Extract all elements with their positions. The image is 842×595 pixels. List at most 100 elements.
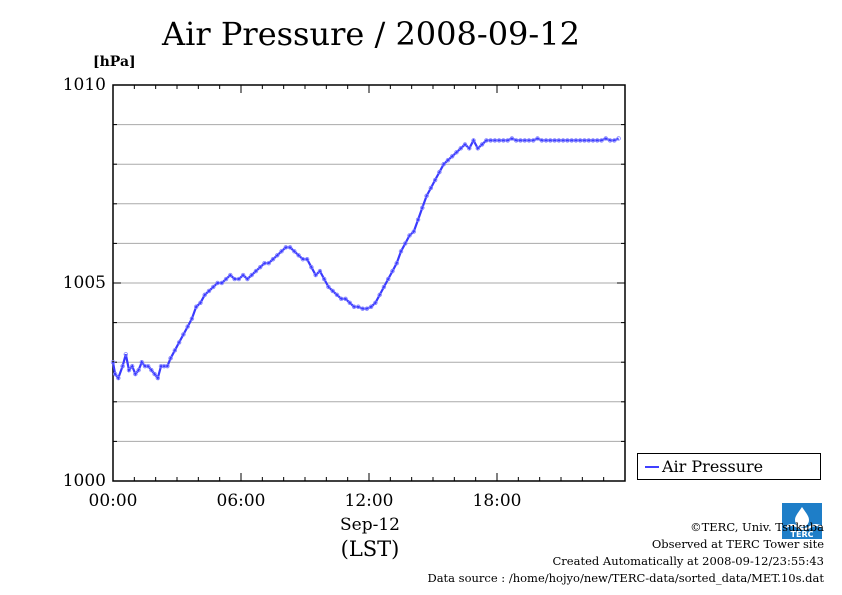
data-point	[573, 138, 579, 143]
legend: Air Pressure	[637, 453, 821, 480]
data-point	[543, 138, 549, 143]
data-point	[112, 371, 118, 377]
data-point	[287, 245, 293, 250]
data-point	[424, 193, 429, 199]
legend-swatch	[645, 466, 659, 468]
data-point	[339, 296, 344, 302]
legend-entry-air-pressure: Air Pressure	[662, 457, 764, 476]
data-point	[136, 367, 141, 373]
data-point	[110, 360, 116, 365]
data-point	[223, 276, 229, 282]
data-point	[381, 284, 387, 290]
data-point	[526, 138, 532, 143]
data-point	[356, 304, 361, 309]
data-point	[283, 245, 288, 250]
data-point	[215, 280, 220, 286]
data-point	[505, 138, 510, 143]
data-point	[193, 304, 199, 309]
data-point	[133, 371, 138, 377]
observed-site-text: Observed at TERC Tower site	[651, 537, 824, 551]
data-point	[155, 375, 160, 381]
data-point	[232, 276, 237, 282]
data-point	[202, 292, 207, 298]
data-point	[313, 272, 318, 278]
data-point	[161, 363, 167, 369]
data-point	[398, 249, 404, 254]
y-tick-label-1000: 1000	[62, 471, 106, 491]
data-point	[364, 306, 370, 311]
x-tick-label-1200: 12:00	[344, 491, 394, 511]
data-point	[509, 136, 515, 141]
data-point	[249, 272, 254, 278]
data-point	[501, 138, 506, 143]
data-point	[165, 363, 170, 369]
data-point	[467, 146, 472, 151]
data-point	[535, 136, 540, 141]
data-point	[475, 146, 480, 151]
plot-frame	[112, 84, 626, 482]
data-point	[228, 272, 233, 278]
data-point	[531, 138, 536, 143]
data-point	[552, 138, 557, 143]
data-point	[411, 229, 416, 234]
data-point	[454, 150, 459, 155]
data-point	[432, 177, 438, 183]
data-point	[275, 253, 280, 258]
data-point	[317, 268, 323, 274]
data-point	[145, 363, 151, 369]
copyright-text: ©TERC, Univ. Tsukuba	[690, 520, 824, 534]
data-point	[189, 316, 195, 321]
data-point	[120, 363, 125, 369]
data-point	[168, 356, 173, 361]
data-point	[176, 340, 182, 345]
data-point	[428, 185, 434, 191]
data-point	[258, 264, 263, 270]
x-tick-label-0000: 00:00	[88, 491, 138, 511]
data-point	[304, 257, 310, 262]
data-point	[488, 138, 493, 143]
data-point	[407, 233, 412, 238]
data-point	[492, 138, 498, 143]
data-point	[590, 138, 596, 143]
data-point	[253, 268, 259, 274]
data-point	[149, 367, 154, 373]
data-point	[211, 284, 216, 290]
chart-title: Air Pressure / 2008-09-12	[162, 15, 580, 53]
data-point	[347, 300, 352, 305]
logo-text: TERC	[791, 530, 814, 539]
data-point	[219, 280, 224, 286]
data-point	[565, 138, 570, 143]
data-point	[279, 249, 284, 254]
data-point	[437, 169, 442, 175]
data-source-text: Data source : /home/hojyo/new/TERC-data/…	[427, 571, 824, 585]
data-point	[351, 304, 357, 309]
data-point	[236, 276, 242, 282]
data-point	[126, 367, 132, 373]
y-tick-label-1010: 1010	[62, 75, 106, 95]
data-point	[185, 324, 190, 329]
data-point	[586, 138, 591, 143]
data-point	[403, 241, 408, 246]
data-point	[394, 261, 399, 266]
data-point	[240, 272, 246, 278]
data-point	[445, 158, 451, 163]
data-point	[539, 138, 544, 143]
data-point	[152, 371, 157, 377]
created-timestamp-text: Created Automatically at 2008-09-12/23:5…	[552, 554, 825, 568]
data-point	[266, 261, 271, 266]
data-point	[343, 296, 348, 302]
x-axis-date-label: Sep-12	[340, 515, 400, 535]
data-point	[123, 352, 128, 357]
data-point	[514, 138, 519, 143]
data-point	[360, 306, 365, 311]
data-point	[599, 138, 604, 143]
data-point	[560, 138, 566, 143]
data-point	[595, 138, 600, 143]
x-tick-label-0600: 06:00	[216, 491, 266, 511]
y-axis-unit-label: [hPa]	[93, 54, 136, 70]
data-point	[206, 288, 212, 294]
data-point	[158, 363, 164, 369]
data-point	[556, 138, 562, 143]
data-point	[458, 146, 463, 151]
